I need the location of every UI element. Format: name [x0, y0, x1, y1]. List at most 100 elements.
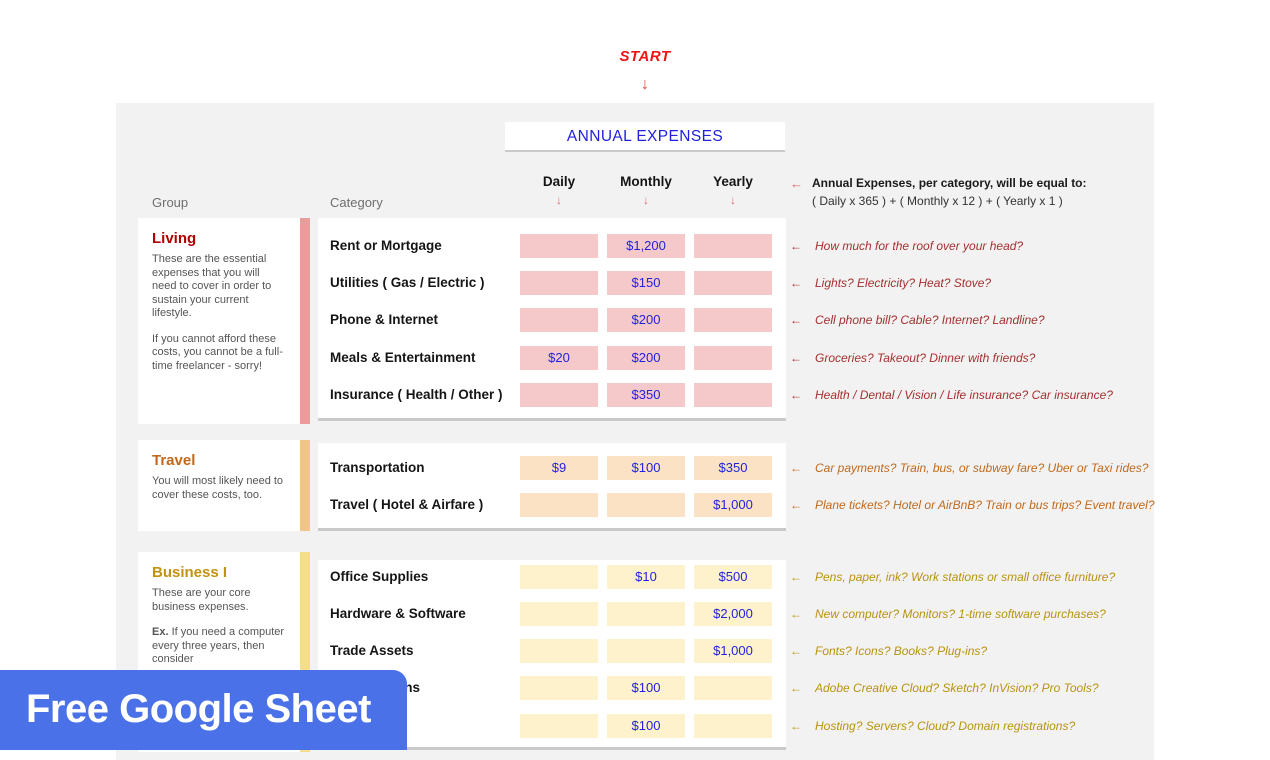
category-label: Phone & Internet — [330, 312, 439, 327]
row-annotation: ← Pens, paper, ink? Work stations or smal… — [790, 570, 1116, 584]
daily-cell[interactable] — [520, 602, 598, 626]
yearly-cell[interactable]: $500 — [694, 565, 772, 589]
daily-cell[interactable] — [520, 639, 598, 663]
sheet-title-cell[interactable]: ANNUAL EXPENSES — [505, 122, 785, 152]
group-title: Travel — [152, 452, 196, 469]
group-description: You will most likely need to cover these… — [152, 475, 284, 501]
row-annotation: ← Car payments? Train, bus, or subway far… — [790, 461, 1149, 475]
group-description: These are your core business expenses. — [152, 587, 251, 613]
row-annotation: ← Health / Dental / Vision / Life insuran… — [790, 388, 1113, 402]
table-row: Insurance ( Health / Other ) $350 ← Healt… — [0, 383, 1270, 407]
group-card-living: Living These are the essential expenses … — [138, 218, 310, 424]
banner-label: Free Google Sheet — [26, 687, 371, 731]
category-label: Travel ( Hotel & Airfare ) — [330, 497, 484, 512]
yearly-cell[interactable] — [694, 234, 772, 258]
table-row: Rent or Mortgage $1,200 ← How much for th… — [0, 234, 1270, 258]
group-description: Ex. If you need a computer every three y… — [152, 626, 285, 665]
category-label: Insurance ( Health / Other ) — [330, 387, 503, 402]
yearly-cell[interactable] — [694, 271, 772, 295]
daily-down-arrow-icon: ↓ — [556, 193, 562, 207]
daily-cell[interactable] — [520, 383, 598, 407]
left-arrow-icon: ← — [790, 313, 802, 327]
daily-cell[interactable] — [520, 565, 598, 589]
start-label: START — [619, 48, 671, 65]
monthly-cell[interactable]: $350 — [607, 383, 685, 407]
yearly-cell[interactable] — [694, 714, 772, 738]
left-arrow-icon: ← — [790, 681, 802, 695]
row-annotation: ← Groceries? Takeout? Dinner with friends… — [790, 351, 1036, 365]
monthly-cell[interactable]: $100 — [607, 714, 685, 738]
category-label: Transportation — [330, 460, 425, 475]
left-arrow-icon: ← — [790, 644, 802, 658]
column-header-yearly: Yearly — [713, 174, 753, 189]
table-row: Utilities ( Gas / Electric ) $150 ← Light… — [0, 271, 1270, 295]
left-arrow-icon: ← — [790, 498, 802, 512]
left-arrow-icon: ← — [790, 351, 802, 365]
group-title: Business I — [152, 564, 228, 581]
left-arrow-icon: ← — [790, 388, 802, 402]
yearly-cell[interactable] — [694, 383, 772, 407]
row-annotation: ← Adobe Creative Cloud? Sketch? InVision?… — [790, 681, 1099, 695]
left-arrow-icon: ← — [790, 570, 802, 584]
monthly-cell[interactable]: $200 — [607, 346, 685, 370]
daily-cell[interactable] — [520, 234, 598, 258]
yearly-cell[interactable] — [694, 676, 772, 700]
yearly-down-arrow-icon: ↓ — [730, 193, 736, 207]
category-label: Office Supplies — [330, 569, 429, 584]
row-annotation: ← Plane tickets? Hotel or AirBnB? Train o… — [790, 498, 1155, 512]
column-header-daily: Daily — [542, 174, 576, 189]
left-arrow-icon: ← — [790, 607, 802, 621]
daily-cell[interactable]: $20 — [520, 346, 598, 370]
daily-cell[interactable] — [520, 493, 598, 517]
yearly-cell[interactable]: $1,000 — [694, 639, 772, 663]
column-header-monthly: Monthly — [620, 174, 672, 189]
category-label: Hardware & Software — [330, 606, 466, 621]
table-row: Trade Assets $1,000 ← Fonts? Icons? Books… — [0, 639, 1270, 663]
table-row: Transportation $9 $100 $350 ← Car payment… — [0, 456, 1270, 480]
group-column-label: Group — [152, 195, 189, 210]
monthly-cell[interactable]: $10 — [607, 565, 685, 589]
yearly-cell[interactable]: $350 — [694, 456, 772, 480]
free-google-sheet-banner[interactable]: Free Google Sheet — [0, 670, 407, 750]
monthly-cell[interactable] — [607, 602, 685, 626]
row-annotation: ← Fonts? Icons? Books? Plug-ins? — [790, 644, 988, 658]
header-note-formula: ( Daily x 365 ) + ( Monthly x 12 ) + ( Y… — [812, 194, 1063, 208]
yearly-cell[interactable]: $2,000 — [694, 602, 772, 626]
group-accent-bar — [300, 552, 310, 752]
daily-cell[interactable] — [520, 714, 598, 738]
yearly-cell[interactable]: $1,000 — [694, 493, 772, 517]
monthly-cell[interactable] — [607, 493, 685, 517]
monthly-down-arrow-icon: ↓ — [643, 193, 649, 207]
daily-cell[interactable] — [520, 271, 598, 295]
left-arrow-icon: ← — [790, 239, 802, 253]
row-annotation: ← New computer? Monitors? 1-time software… — [790, 607, 1106, 621]
monthly-cell[interactable]: $100 — [607, 676, 685, 700]
category-label: Trade Assets — [330, 643, 414, 658]
start-down-arrow-icon: ↓ — [641, 76, 649, 93]
yearly-cell[interactable] — [694, 346, 772, 370]
header-note-title: Annual Expenses, per category, will be e… — [812, 176, 1087, 190]
monthly-cell[interactable] — [607, 639, 685, 663]
group-title: Living — [152, 230, 197, 247]
yearly-cell[interactable] — [694, 308, 772, 332]
monthly-cell[interactable]: $1,200 — [607, 234, 685, 258]
daily-cell[interactable] — [520, 308, 598, 332]
category-column-label: Category — [330, 195, 383, 210]
row-annotation: ← Lights? Electricity? Heat? Stove? — [790, 276, 992, 290]
category-label: Meals & Entertainment — [330, 350, 476, 365]
daily-cell[interactable] — [520, 676, 598, 700]
table-row: Travel ( Hotel & Airfare ) $1,000 ← Plane… — [0, 493, 1270, 517]
daily-cell[interactable]: $9 — [520, 456, 598, 480]
monthly-cell[interactable]: $200 — [607, 308, 685, 332]
header-note-left-arrow-icon: ← — [790, 176, 803, 191]
left-arrow-icon: ← — [790, 719, 802, 733]
monthly-cell[interactable]: $150 — [607, 271, 685, 295]
table-row: Meals & Entertainment $20 $200 ← Grocerie… — [0, 346, 1270, 370]
table-row: $100 ← Hosting? Servers? Cloud? Domain re… — [0, 714, 1270, 738]
category-label: Utilities ( Gas / Electric ) — [330, 275, 485, 290]
monthly-cell[interactable]: $100 — [607, 456, 685, 480]
